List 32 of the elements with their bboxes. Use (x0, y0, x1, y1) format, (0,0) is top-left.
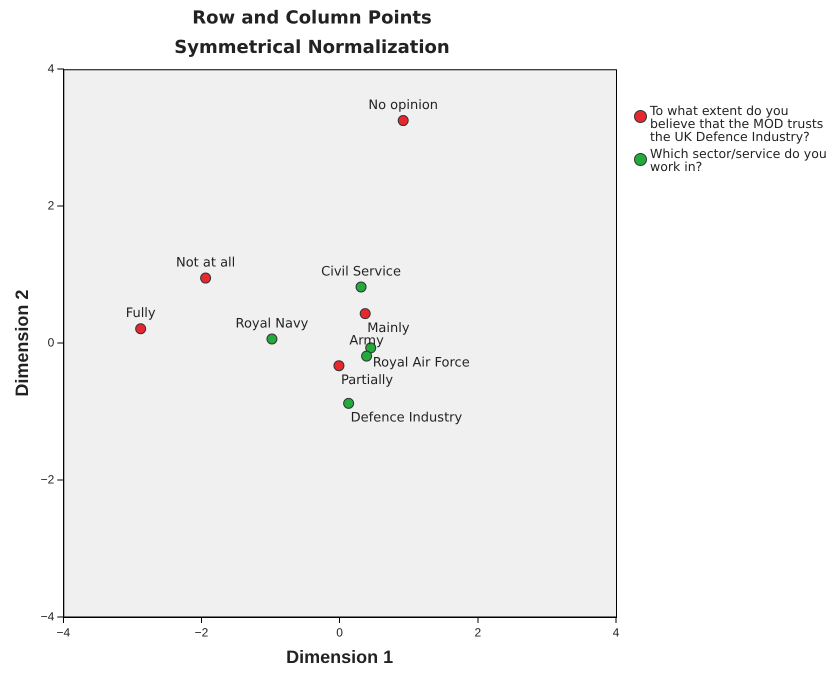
y-tick-label: 4 (48, 62, 55, 76)
chart-subtitle: Symmetrical Normalization (174, 37, 450, 58)
data-label: Not at all (176, 255, 236, 270)
data-label: Partially (340, 373, 394, 388)
x-tick-label: 2 (474, 626, 482, 640)
point (200, 272, 212, 284)
y-tick-label: −2 (40, 472, 55, 486)
chart-title: Row and Column Points (192, 7, 432, 28)
data-label: Royal Navy (235, 316, 309, 332)
x-tick-label: 0 (336, 626, 344, 640)
point (135, 323, 146, 334)
y-axis-title: Dimension 2 (12, 290, 32, 397)
x-tick-label: −2 (194, 626, 209, 640)
legend-label: Which sector/service do you work in? (650, 146, 828, 174)
point (266, 333, 278, 344)
x-tick-label: 4 (612, 626, 620, 640)
y-tick-label: 2 (48, 198, 55, 212)
data-label: Fully (126, 306, 156, 322)
data-label: Civil Service (321, 264, 401, 280)
y-tick-label: 0 (48, 335, 55, 350)
point (361, 350, 372, 362)
data-label: No opinion (368, 98, 438, 113)
legend-label: To what extent do you believe that the MOD trusts the UK Defence Industry? (650, 103, 824, 144)
point (356, 281, 367, 292)
y-tick-label: −4 (40, 609, 55, 624)
point (333, 360, 344, 372)
point (398, 115, 409, 126)
data-label: Royal Air Force (372, 355, 470, 370)
point (360, 308, 371, 320)
x-axis-title: Dimension 1 (286, 647, 394, 668)
point (343, 398, 354, 409)
data-label: Defence Industry (350, 410, 462, 426)
